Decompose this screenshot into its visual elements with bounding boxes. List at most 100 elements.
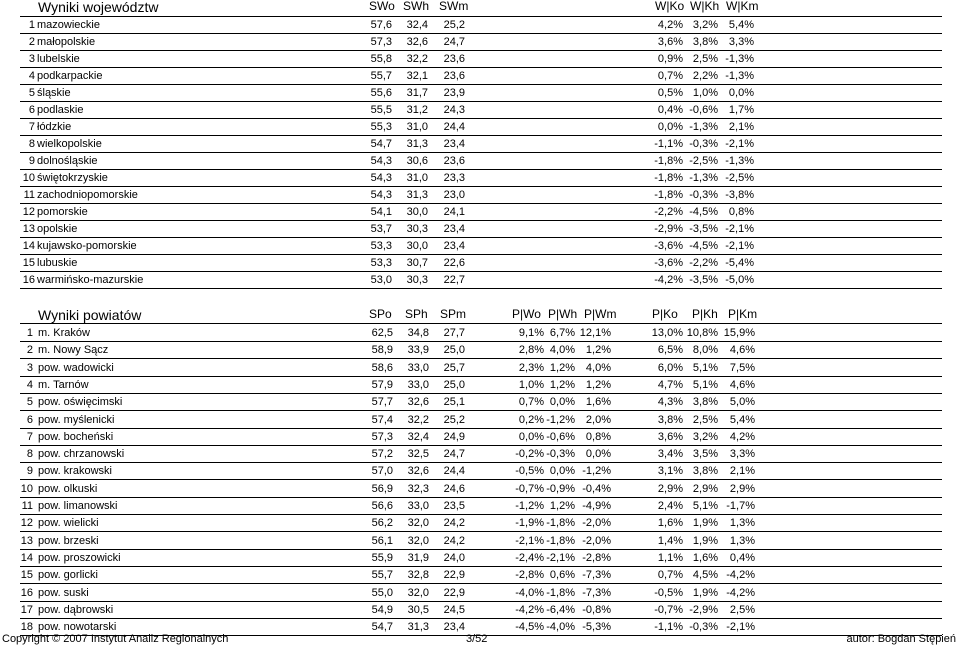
woj-rank: 2 <box>28 36 35 48</box>
woj-value: 55,3 <box>370 121 392 133</box>
pow-value: 1,3% <box>729 517 755 529</box>
woj-value: 0,4% <box>657 104 683 116</box>
pow-value: 25,1 <box>443 396 465 408</box>
pow-value: 0,2% <box>518 414 544 426</box>
pow-value: -0,5% <box>515 465 544 477</box>
pow-value: -0,2% <box>515 448 544 460</box>
woj-name: warmińsko-mazurskie <box>37 274 144 286</box>
woj-value: 22,6 <box>443 257 465 269</box>
pow-value: -7,3% <box>582 587 611 599</box>
pow-value: 33,0 <box>407 500 429 512</box>
woj-value: 31,3 <box>406 138 428 150</box>
woj-value: 0,5% <box>657 87 683 99</box>
woj-rank: 16 <box>22 274 35 286</box>
pow-value: 6,7% <box>549 327 575 339</box>
pow-value: 32,2 <box>407 414 429 426</box>
pow-col-header: P|Ko <box>652 307 678 321</box>
woj-value: -2,1% <box>725 138 754 150</box>
pow-value: 24,5 <box>443 604 465 616</box>
pow-value: 0,0% <box>518 431 544 443</box>
pow-value: 32,6 <box>407 465 429 477</box>
pow-rank: 16 <box>20 587 33 599</box>
woj-value: 53,0 <box>370 274 392 286</box>
woj-value: 23,6 <box>443 155 465 167</box>
row-divider <box>20 583 942 584</box>
pow-value: 56,1 <box>371 535 393 547</box>
pow-value: -4,2% <box>726 569 755 581</box>
pow-value: 24,0 <box>443 552 465 564</box>
pow-name: pow. olkuski <box>38 483 98 495</box>
woj-value: 57,6 <box>370 19 392 31</box>
woj-name: podkarpackie <box>37 70 103 82</box>
woj-value: -2,5% <box>689 155 718 167</box>
pow-value: 1,0% <box>518 379 544 391</box>
woj-name: podlaskie <box>37 104 84 116</box>
pow-value: 4,2% <box>729 431 755 443</box>
woj-value: -1,3% <box>689 172 718 184</box>
pow-value: 57,4 <box>371 414 393 426</box>
row-divider <box>20 566 942 567</box>
pow-value: 4,0% <box>585 362 611 374</box>
pow-value: 0,4% <box>729 552 755 564</box>
pow-name: pow. krakowski <box>38 465 112 477</box>
pow-value: 2,5% <box>692 414 718 426</box>
pow-value: 2,0% <box>585 414 611 426</box>
pow-value: 2,9% <box>657 483 683 495</box>
woj-value: -0,6% <box>689 104 718 116</box>
row-divider <box>20 237 942 238</box>
woj-value: 32,1 <box>406 70 428 82</box>
pow-value: 33,0 <box>407 362 429 374</box>
row-divider <box>20 84 942 85</box>
pow-value: 62,5 <box>371 327 393 339</box>
woj-col-header: W|Kh <box>690 0 720 13</box>
pow-name: pow. wadowicki <box>38 362 114 374</box>
woj-value: 3,8% <box>692 36 718 48</box>
row-divider <box>20 462 942 463</box>
pow-name: pow. gorlicki <box>38 569 98 581</box>
woj-name: śląskie <box>37 87 71 99</box>
woj-rank: 6 <box>28 104 35 116</box>
pow-value: 32,3 <box>407 483 429 495</box>
woj-value: 25,2 <box>443 19 465 31</box>
woj-rank: 1 <box>28 19 35 31</box>
pow-value: 0,0% <box>585 448 611 460</box>
woj-title: Wyniki województw <box>38 0 159 15</box>
pow-col-header: SPo <box>369 307 392 321</box>
woj-value: 54,1 <box>370 206 392 218</box>
pow-value: 27,7 <box>443 327 465 339</box>
woj-name: świętokrzyskie <box>37 172 108 184</box>
pow-col-header: P|Wh <box>548 307 578 321</box>
pow-value: 1,1% <box>657 552 683 564</box>
woj-value: -1,1% <box>654 138 683 150</box>
woj-value: -2,9% <box>654 223 683 235</box>
pow-value: 12,1% <box>579 327 611 339</box>
row-divider <box>20 33 942 34</box>
woj-value: -3,6% <box>654 240 683 252</box>
pow-rank: 2 <box>26 344 33 356</box>
woj-value: 24,4 <box>443 121 465 133</box>
pow-name: pow. suski <box>38 587 89 599</box>
woj-value: -2,2% <box>689 257 718 269</box>
pow-value: -0,7% <box>515 483 544 495</box>
woj-value: 3,3% <box>728 36 754 48</box>
pow-value: 2,5% <box>729 604 755 616</box>
row-divider <box>20 393 942 394</box>
woj-value: -0,3% <box>689 189 718 201</box>
woj-value: 54,3 <box>370 189 392 201</box>
woj-value: -3,8% <box>725 189 754 201</box>
woj-value: 31,0 <box>406 172 428 184</box>
pow-value: -1,9% <box>515 517 544 529</box>
pow-value: 24,6 <box>443 483 465 495</box>
pow-value: -5,3% <box>582 621 611 633</box>
woj-value: 23,4 <box>443 240 465 252</box>
row-divider <box>20 635 942 636</box>
pow-rank: 10 <box>20 483 33 495</box>
pow-value: 13,0% <box>651 327 683 339</box>
woj-value: 54,3 <box>370 172 392 184</box>
pow-name: m. Tarnów <box>38 379 89 391</box>
pow-value: 32,6 <box>407 396 429 408</box>
woj-value: 23,4 <box>443 223 465 235</box>
pow-value: 15,9% <box>723 327 755 339</box>
pow-value: 3,6% <box>657 431 683 443</box>
woj-rank: 14 <box>22 240 35 252</box>
